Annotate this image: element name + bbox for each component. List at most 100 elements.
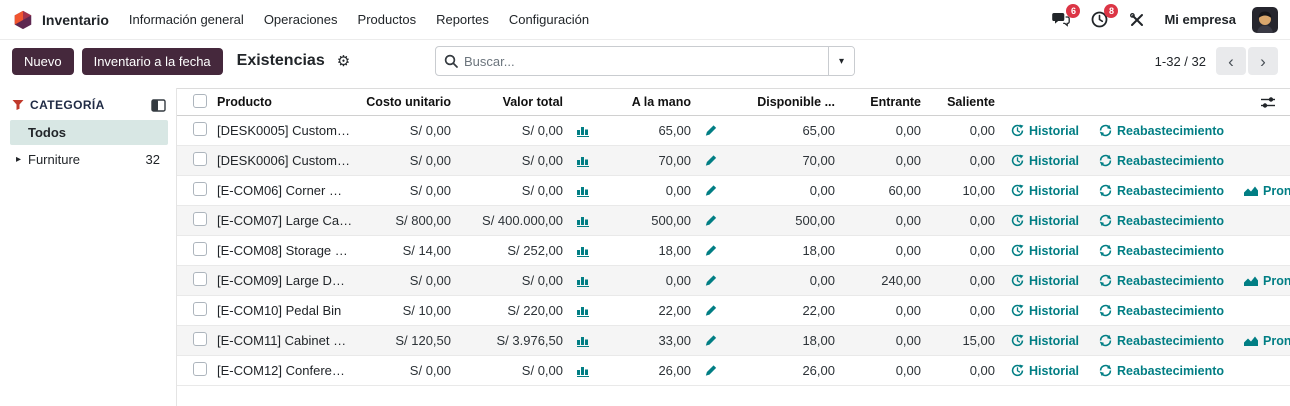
user-avatar[interactable] [1252, 6, 1278, 33]
history-button[interactable]: Historial [1011, 304, 1079, 318]
menu-informacion-general[interactable]: Información general [128, 12, 244, 27]
valuation-chart-icon[interactable] [569, 185, 597, 197]
edit-pencil-icon[interactable] [697, 124, 723, 137]
edit-pencil-icon[interactable] [697, 334, 723, 347]
optional-columns-icon[interactable] [1260, 96, 1276, 109]
inventory-at-date-button[interactable]: Inventario a la fecha [81, 47, 223, 75]
history-button[interactable]: Historial [1011, 244, 1079, 258]
gear-icon[interactable]: ⚙ [336, 52, 351, 70]
column-header-product[interactable]: Producto [217, 95, 272, 109]
edit-pencil-icon[interactable] [697, 184, 723, 197]
replenishment-button[interactable]: Reabastecimiento [1099, 274, 1224, 288]
replenishment-button[interactable]: Reabastecimiento [1099, 304, 1224, 318]
product-name[interactable]: [E-COM08] Storage … [217, 243, 348, 258]
company-name[interactable]: Mi empresa [1164, 12, 1236, 27]
column-header-total-value[interactable]: Valor total [502, 95, 563, 109]
activities-button[interactable]: 8 [1088, 3, 1119, 31]
column-header-available[interactable]: Disponible ... [757, 95, 835, 109]
table-row[interactable]: [E-COM12] Confere… S/ 0,00 S/ 0,00 26,00… [177, 356, 1290, 386]
edit-pencil-icon[interactable] [697, 154, 723, 167]
column-header-on-hand[interactable]: A la mano [631, 95, 691, 109]
valuation-chart-icon[interactable] [569, 305, 597, 317]
table-row[interactable]: [DESK0006] Custom… S/ 0,00 S/ 0,00 70,00… [177, 146, 1290, 176]
table-row[interactable]: [E-COM08] Storage … S/ 14,00 S/ 252,00 1… [177, 236, 1290, 266]
debug-tools-button[interactable] [1126, 9, 1148, 31]
sidebar-item-furniture[interactable]: ▸ Furniture 32 [10, 147, 168, 172]
valuation-chart-icon[interactable] [569, 275, 597, 287]
edit-pencil-icon[interactable] [697, 304, 723, 317]
replenishment-button[interactable]: Reabastecimiento [1099, 154, 1224, 168]
column-header-unit-cost[interactable]: Costo unitario [366, 95, 451, 109]
panel-toggle-icon[interactable] [151, 98, 166, 112]
replenishment-button[interactable]: Reabastecimiento [1099, 334, 1224, 348]
row-checkbox[interactable] [193, 302, 207, 316]
valuation-chart-icon[interactable] [569, 125, 597, 137]
product-name[interactable]: [E-COM10] Pedal Bin [217, 303, 342, 318]
valuation-chart-icon[interactable] [569, 215, 597, 227]
row-checkbox[interactable] [193, 242, 207, 256]
pager-previous-button[interactable]: ‹ [1216, 47, 1246, 75]
column-header-outgoing[interactable]: Saliente [947, 95, 995, 109]
forecast-button[interactable]: Pronóstico [1244, 274, 1290, 288]
row-checkbox[interactable] [193, 212, 207, 226]
row-checkbox[interactable] [193, 332, 207, 346]
history-button[interactable]: Historial [1011, 184, 1079, 198]
history-button[interactable]: Historial [1011, 154, 1079, 168]
replenishment-button[interactable]: Reabastecimiento [1099, 124, 1224, 138]
replenishment-button[interactable]: Reabastecimiento [1099, 364, 1224, 378]
table-row[interactable]: [E-COM07] Large Ca… S/ 800,00 S/ 400.000… [177, 206, 1290, 236]
new-button[interactable]: Nuevo [12, 47, 74, 75]
table-row[interactable]: [E-COM09] Large D… S/ 0,00 S/ 0,00 0,00 … [177, 266, 1290, 296]
select-all-checkbox[interactable] [193, 93, 207, 108]
history-icon [1011, 214, 1024, 227]
expand-caret-icon[interactable]: ▸ [16, 154, 22, 165]
table-row[interactable]: [E-COM11] Cabinet … S/ 120,50 S/ 3.976,5… [177, 326, 1290, 356]
column-header-incoming[interactable]: Entrante [870, 95, 921, 109]
history-button[interactable]: Historial [1011, 124, 1079, 138]
menu-configuracion[interactable]: Configuración [508, 12, 590, 27]
edit-pencil-icon[interactable] [697, 214, 723, 227]
table-row[interactable]: [E-COM06] Corner … S/ 0,00 S/ 0,00 0,00 … [177, 176, 1290, 206]
product-name[interactable]: [DESK0005] Custom… [217, 123, 350, 138]
menu-productos[interactable]: Productos [357, 12, 417, 27]
row-checkbox[interactable] [193, 272, 207, 286]
search-input[interactable] [464, 53, 820, 69]
row-checkbox[interactable] [193, 152, 207, 166]
forecast-button[interactable]: Pronóstico [1244, 184, 1290, 198]
history-button[interactable]: Historial [1011, 274, 1079, 288]
app-switcher[interactable]: Inventario [12, 9, 109, 31]
valuation-chart-icon[interactable] [569, 365, 597, 377]
product-name[interactable]: [E-COM06] Corner … [217, 183, 342, 198]
total-value: S/ 0,00 [521, 363, 563, 378]
pager-next-button[interactable]: › [1248, 47, 1278, 75]
product-name[interactable]: [E-COM12] Confere… [217, 363, 345, 378]
edit-pencil-icon[interactable] [697, 274, 723, 287]
forecast-button[interactable]: Pronóstico [1244, 334, 1290, 348]
history-button[interactable]: Historial [1011, 364, 1079, 378]
history-button[interactable]: Historial [1011, 334, 1079, 348]
product-name[interactable]: [E-COM07] Large Ca… [217, 213, 353, 228]
row-checkbox[interactable] [193, 362, 207, 376]
product-name[interactable]: [E-COM09] Large D… [217, 273, 345, 288]
sidebar-item-todos[interactable]: Todos [10, 120, 168, 145]
replenishment-button[interactable]: Reabastecimiento [1099, 244, 1224, 258]
replenishment-button[interactable]: Reabastecimiento [1099, 214, 1224, 228]
history-button[interactable]: Historial [1011, 214, 1079, 228]
table-row[interactable]: [DESK0005] Custom… S/ 0,00 S/ 0,00 65,00… [177, 116, 1290, 146]
row-checkbox[interactable] [193, 182, 207, 196]
edit-pencil-icon[interactable] [697, 244, 723, 257]
table-row[interactable]: [E-COM10] Pedal Bin S/ 10,00 S/ 220,00 2… [177, 296, 1290, 326]
view-title: Existencias [236, 52, 325, 69]
product-name[interactable]: [E-COM11] Cabinet … [217, 333, 347, 348]
messages-button[interactable]: 6 [1050, 3, 1081, 31]
replenishment-button[interactable]: Reabastecimiento [1099, 184, 1224, 198]
edit-pencil-icon[interactable] [697, 364, 723, 377]
valuation-chart-icon[interactable] [569, 335, 597, 347]
menu-operaciones[interactable]: Operaciones [263, 12, 338, 27]
valuation-chart-icon[interactable] [569, 155, 597, 167]
menu-reportes[interactable]: Reportes [436, 12, 489, 27]
row-checkbox[interactable] [193, 122, 207, 136]
product-name[interactable]: [DESK0006] Custom… [217, 153, 350, 168]
search-dropdown-toggle[interactable]: ▾ [828, 47, 854, 75]
valuation-chart-icon[interactable] [569, 245, 597, 257]
